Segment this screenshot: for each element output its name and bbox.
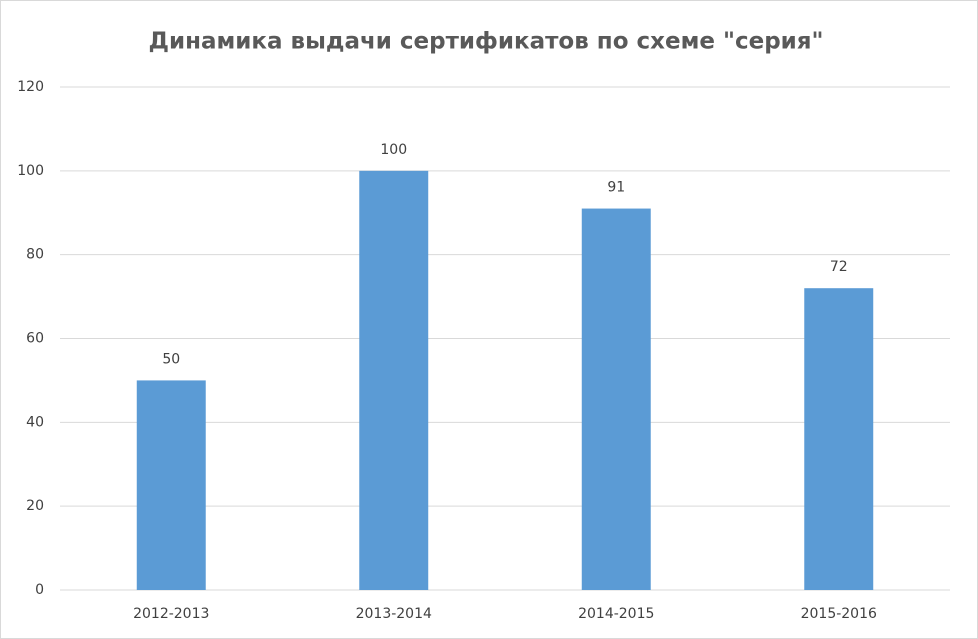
y-tick-label: 60 [26,331,44,347]
data-label: 100 [380,142,407,158]
y-tick-label: 20 [26,498,44,514]
y-tick-label: 0 [35,582,44,598]
data-label: 72 [830,259,848,275]
bar [581,208,651,590]
data-label: 91 [607,180,625,196]
x-tick-label: 2015-2016 [801,606,877,622]
y-tick-label: 80 [26,247,44,263]
chart-title: Динамика выдачи сертификатов по схеме "с… [148,29,823,55]
bar [136,380,206,590]
x-tick-label: 2013-2014 [356,606,432,622]
x-tick-label: 2014-2015 [578,606,654,622]
y-tick-label: 40 [26,414,44,430]
data-label: 50 [162,351,180,367]
bar [804,288,874,590]
bar [359,170,429,591]
y-tick-label: 120 [17,79,44,95]
x-tick-label: 2012-2013 [133,606,209,622]
y-tick-label: 100 [17,163,44,179]
